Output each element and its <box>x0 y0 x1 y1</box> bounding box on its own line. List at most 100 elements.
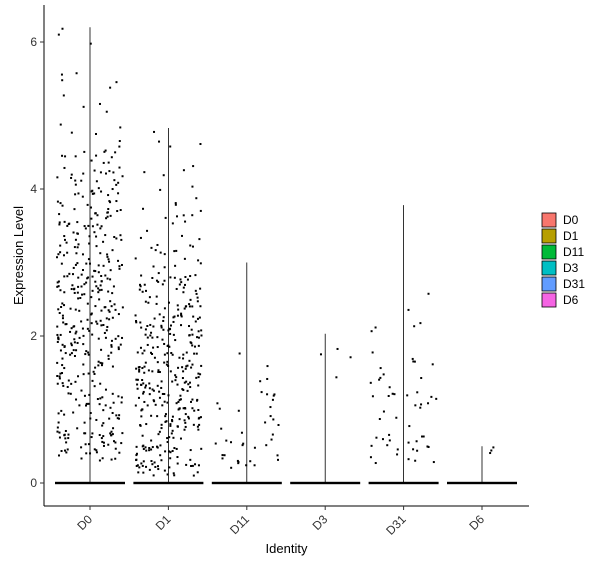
data-point <box>57 280 60 283</box>
data-point <box>106 253 109 256</box>
data-point <box>379 367 382 370</box>
data-point <box>191 464 194 467</box>
data-point <box>77 297 80 300</box>
data-point <box>74 183 77 186</box>
data-point <box>190 400 193 403</box>
data-point <box>165 420 168 423</box>
data-point <box>56 375 59 378</box>
data-point <box>95 449 98 452</box>
data-point <box>94 305 97 308</box>
data-point <box>98 289 101 292</box>
data-point <box>151 276 154 279</box>
data-point <box>266 393 269 396</box>
data-point <box>106 325 109 328</box>
data-point <box>110 345 113 348</box>
data-point <box>81 269 84 272</box>
data-point <box>142 207 145 210</box>
data-point <box>271 398 274 401</box>
data-point <box>90 159 93 162</box>
data-point <box>427 292 430 295</box>
data-point <box>393 393 396 396</box>
data-point <box>114 457 117 460</box>
data-point <box>77 285 80 288</box>
data-point <box>374 462 377 465</box>
data-point <box>59 123 62 126</box>
data-point <box>62 254 65 257</box>
data-point <box>199 143 202 146</box>
data-point <box>178 283 181 286</box>
data-point <box>101 424 104 427</box>
data-point <box>104 388 107 391</box>
data-point <box>64 352 67 355</box>
data-point <box>171 222 174 225</box>
data-point <box>89 412 92 415</box>
data-point <box>73 341 76 344</box>
data-point <box>139 283 142 286</box>
data-point <box>168 436 171 439</box>
data-point <box>75 252 78 255</box>
legend-item-D3: D3 <box>541 260 579 276</box>
data-point <box>185 380 188 383</box>
data-point <box>69 330 72 333</box>
legend-item-D31: D31 <box>541 276 585 292</box>
data-point <box>260 391 263 394</box>
data-point <box>150 331 153 334</box>
data-point <box>83 150 86 153</box>
data-point <box>183 428 186 431</box>
data-point <box>200 447 203 450</box>
data-point <box>193 409 196 412</box>
data-point <box>82 343 85 346</box>
data-point <box>91 333 94 336</box>
data-point <box>156 384 159 387</box>
data-point <box>158 430 161 433</box>
data-point <box>185 463 188 466</box>
data-point <box>174 203 177 206</box>
data-point <box>63 291 66 294</box>
data-point <box>194 274 197 277</box>
data-point <box>413 325 416 328</box>
y-tick-label: 2 <box>30 329 37 343</box>
data-point <box>61 314 64 317</box>
data-point <box>259 380 262 383</box>
data-point <box>107 194 110 197</box>
data-point <box>184 421 187 424</box>
data-point <box>100 288 103 291</box>
data-point <box>176 314 179 317</box>
data-point <box>59 202 62 205</box>
data-point <box>109 201 112 204</box>
data-point <box>93 448 96 451</box>
data-point <box>95 418 98 421</box>
data-point <box>150 439 153 442</box>
data-point <box>253 464 256 467</box>
data-point <box>74 332 77 335</box>
data-point <box>70 344 73 347</box>
data-point <box>336 347 339 350</box>
data-point <box>420 403 423 406</box>
data-point <box>378 418 381 421</box>
data-point <box>150 448 153 451</box>
data-point <box>375 436 378 439</box>
data-point <box>155 279 158 282</box>
data-point <box>77 192 80 195</box>
data-point <box>61 357 64 360</box>
data-point <box>416 391 419 394</box>
data-point <box>140 383 143 386</box>
data-point <box>97 187 100 190</box>
expressed-points-D0 <box>56 27 124 462</box>
data-point <box>175 447 178 450</box>
data-point <box>66 448 69 451</box>
data-point <box>180 281 183 284</box>
data-point <box>151 446 154 449</box>
data-point <box>77 276 80 279</box>
data-point <box>189 458 192 461</box>
data-point <box>192 165 195 168</box>
data-point <box>83 225 86 228</box>
data-point <box>419 406 422 409</box>
data-point <box>142 392 145 395</box>
data-point <box>93 192 96 195</box>
data-point <box>63 275 66 278</box>
data-point <box>166 352 169 355</box>
data-point <box>144 333 147 336</box>
data-point <box>159 188 162 191</box>
data-point <box>61 302 64 305</box>
